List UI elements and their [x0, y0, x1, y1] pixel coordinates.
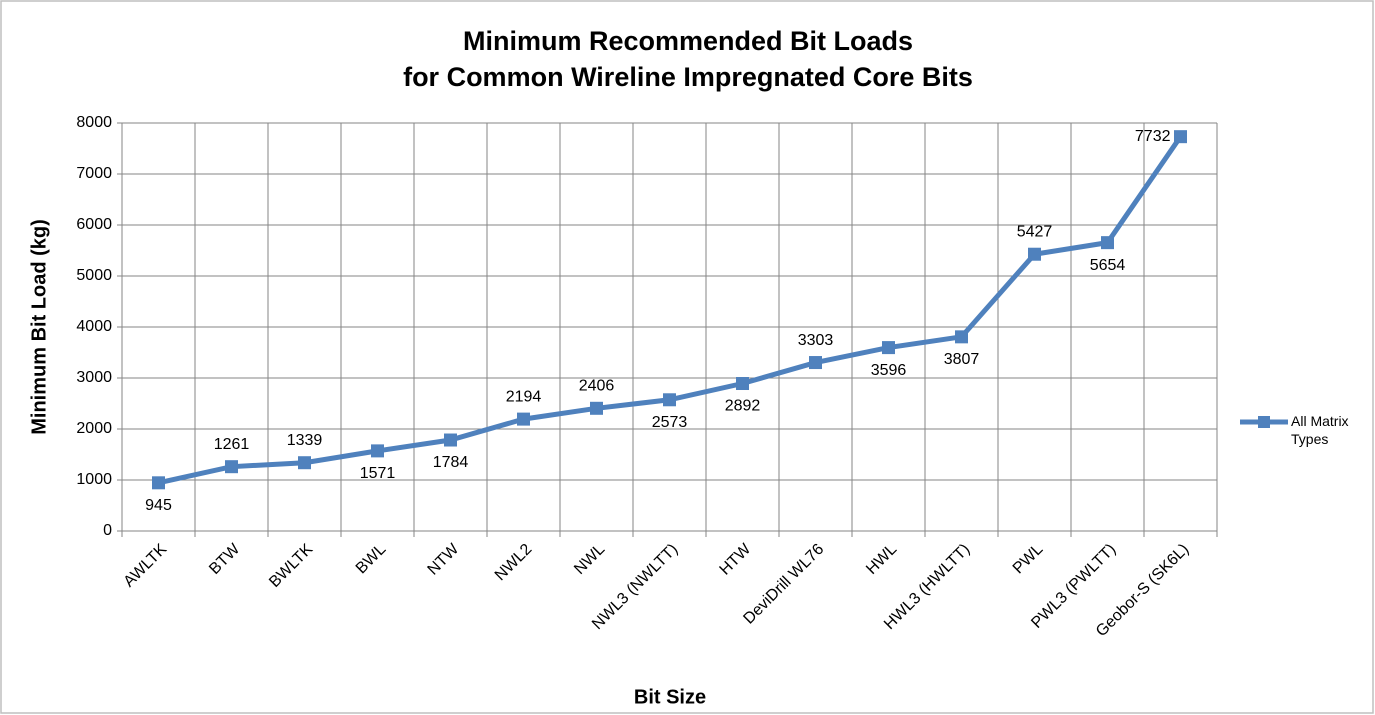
y-tick-label: 2000 — [76, 420, 112, 437]
chart-title: Minimum Recommended Bit Loads — [463, 26, 913, 56]
marker — [371, 444, 384, 458]
y-tick-label: 5000 — [76, 267, 112, 284]
x-axis-label: Bit Size — [634, 686, 706, 708]
data-label: 7732 — [1135, 128, 1171, 145]
y-tick-label: 0 — [103, 522, 112, 539]
marker — [152, 476, 165, 490]
marker — [298, 456, 311, 470]
data-label: 5654 — [1090, 257, 1126, 274]
marker — [809, 356, 822, 370]
marker — [663, 393, 676, 407]
data-label: 1784 — [433, 454, 469, 471]
data-label: 2892 — [725, 398, 761, 415]
y-tick-label: 4000 — [76, 318, 112, 335]
y-axis-label: Minimum Bit Load (kg) — [28, 219, 50, 435]
data-label: 1261 — [214, 436, 250, 453]
data-label: 3596 — [871, 362, 907, 379]
data-label: 2573 — [652, 414, 688, 431]
y-tick-label: 3000 — [76, 369, 112, 386]
legend-label: All Matrix Types — [1291, 413, 1349, 447]
data-label: 5427 — [1017, 223, 1053, 240]
data-label: 3807 — [944, 351, 980, 368]
marker — [1101, 236, 1114, 250]
marker — [736, 377, 749, 391]
data-label: 1339 — [287, 432, 323, 449]
marker — [225, 460, 238, 474]
marker — [882, 341, 895, 355]
data-label: 2194 — [506, 388, 542, 405]
y-tick-label: 8000 — [76, 114, 112, 131]
data-label: 3303 — [798, 332, 834, 349]
chart-title: for Common Wireline Impregnated Core Bit… — [403, 62, 973, 92]
legend-marker — [1258, 416, 1270, 428]
y-tick-label: 6000 — [76, 216, 112, 233]
marker — [955, 330, 968, 344]
y-tick-label: 1000 — [76, 471, 112, 488]
marker — [517, 412, 530, 426]
data-label: 2406 — [579, 378, 615, 395]
marker — [590, 401, 603, 415]
data-label: 1571 — [360, 465, 396, 482]
marker — [1028, 247, 1041, 261]
y-tick-label: 7000 — [76, 165, 112, 182]
marker — [1174, 130, 1187, 144]
marker — [444, 433, 457, 447]
data-label: 945 — [145, 497, 172, 514]
